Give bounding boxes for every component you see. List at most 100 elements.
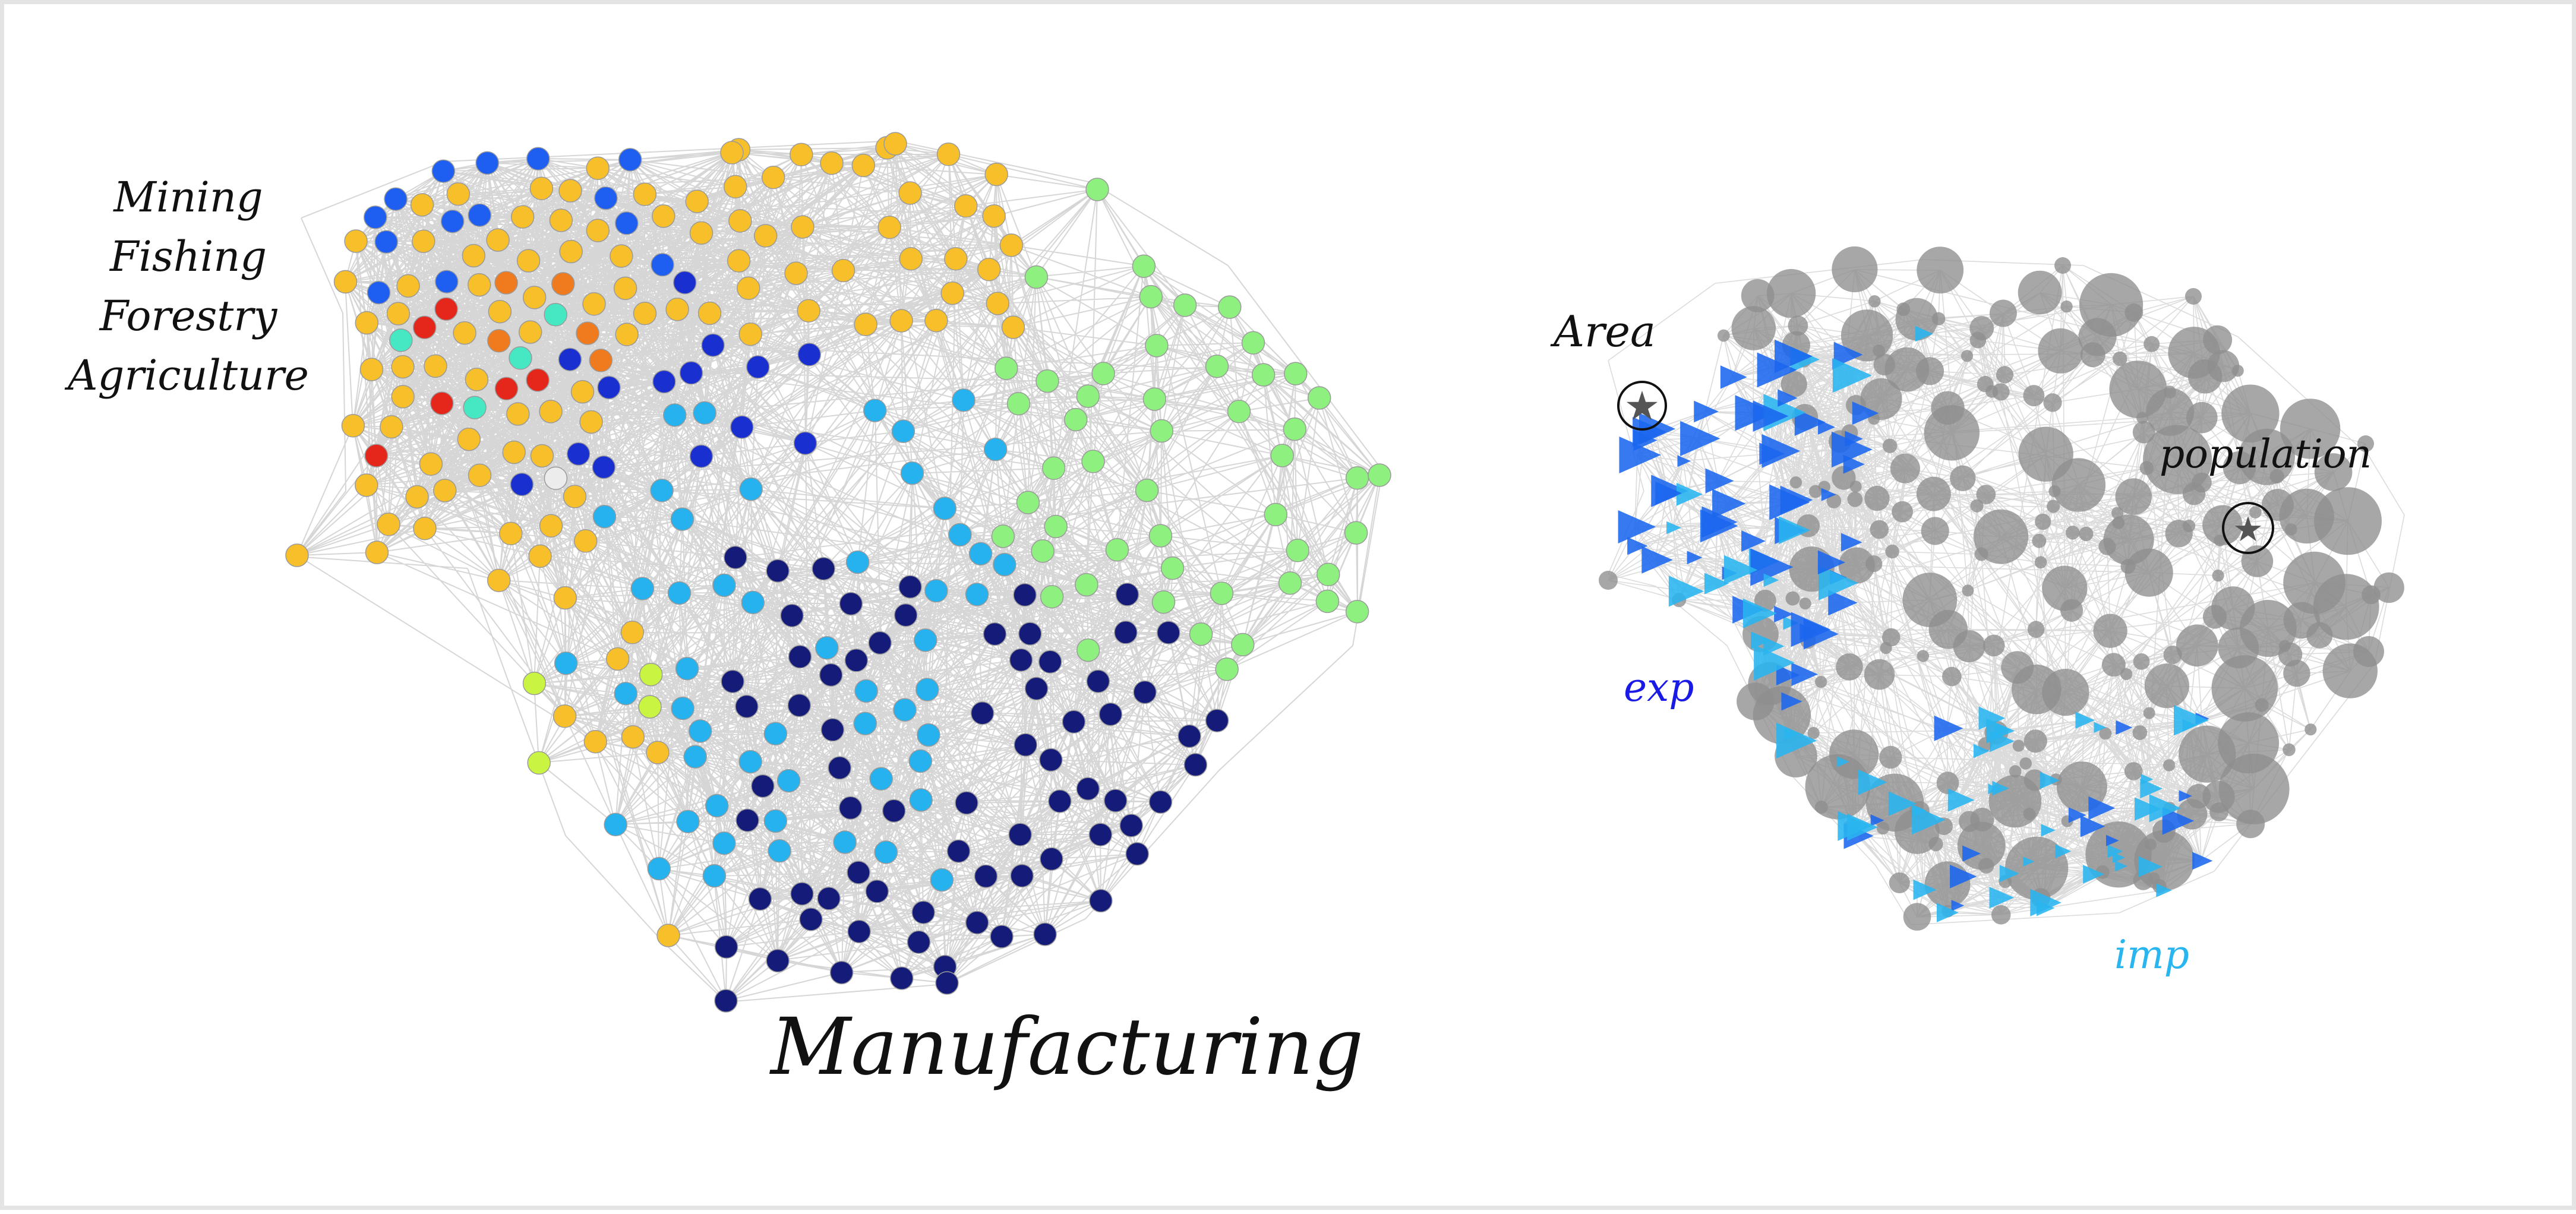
network-node-amber — [924, 308, 948, 333]
population-node — [2051, 458, 2106, 512]
population-node — [1832, 466, 1856, 490]
population-node — [2103, 514, 2154, 565]
network-node-navy — [1088, 823, 1113, 846]
network-node-amber — [936, 143, 961, 166]
exp-triangle-node — [1741, 530, 1766, 552]
population-node — [2079, 273, 2143, 337]
sector-label-mining: Mining — [113, 173, 263, 222]
attribute-network-nodes — [1599, 246, 2404, 931]
industry-network-graph — [285, 132, 1391, 1013]
network-node-sky — [712, 573, 736, 597]
network-node-navy — [799, 908, 823, 931]
network-node-lightgreen — [1091, 362, 1115, 385]
network-node-amber — [854, 312, 877, 336]
network-node-amber — [982, 204, 1006, 228]
network-node-amber — [898, 181, 922, 205]
network-node-amber — [396, 274, 420, 298]
network-node-amber — [530, 444, 554, 468]
network-node-navy — [1177, 724, 1201, 748]
network-node-amber — [355, 311, 379, 335]
network-node-navy — [839, 592, 863, 616]
population-node — [2163, 759, 2176, 772]
population-node — [2018, 270, 2062, 315]
network-node-amber — [877, 215, 901, 239]
network-node-amber — [549, 208, 573, 232]
population-node — [1889, 872, 1910, 893]
population-node — [2176, 624, 2218, 667]
network-node-lime — [638, 695, 662, 719]
population-node — [1599, 571, 1618, 590]
network-node-amber — [433, 479, 457, 502]
exp-triangle-node — [1619, 437, 1661, 473]
network-node-navy — [1038, 650, 1062, 674]
exp-triangle-node — [2068, 807, 2086, 823]
country-attribute-network-graph: ★ ★ — [1599, 246, 2405, 931]
network-node-darkblue — [679, 361, 703, 385]
population-node — [2099, 727, 2112, 740]
network-node-lightgreen — [1085, 178, 1109, 201]
network-node-amber — [689, 221, 714, 245]
exp-triangle-node — [2080, 815, 2105, 837]
exp-triangle-node — [1817, 550, 1846, 575]
network-node-amber — [728, 209, 752, 233]
network-node-sky — [853, 712, 877, 735]
network-node-sky — [693, 401, 716, 425]
network-node-lightgreen — [1189, 622, 1213, 646]
exp-triangle-node — [1852, 401, 1879, 425]
network-node-amber — [582, 292, 606, 316]
population-node — [1989, 299, 2017, 327]
network-node-lime — [639, 662, 663, 687]
network-node-navy — [819, 663, 843, 687]
population-node — [2023, 729, 2047, 753]
network-node-amber — [620, 621, 645, 644]
population-node — [1882, 438, 1898, 453]
population-node — [2043, 393, 2062, 412]
imp-triangle-node — [2135, 797, 2161, 821]
population-node — [2047, 499, 2060, 513]
network-node-navy — [1076, 777, 1100, 801]
population-node — [1880, 642, 1892, 655]
network-node-amber — [344, 229, 368, 253]
network-node-sky — [675, 656, 699, 681]
network-node-amber — [615, 323, 639, 346]
network-node-blue — [618, 148, 642, 172]
network-node-amber — [633, 301, 657, 325]
network-node-sky — [863, 399, 887, 422]
network-node-sky — [604, 813, 627, 837]
network-node-lightgreen — [991, 524, 1015, 548]
network-node-lightgreen — [1270, 444, 1294, 467]
imp-triangle-node — [2149, 794, 2182, 823]
population-node — [1977, 375, 1994, 393]
population-node — [2042, 565, 2088, 611]
network-node-amber — [586, 156, 610, 181]
network-node-navy — [1014, 733, 1038, 757]
population-node — [1781, 371, 1807, 397]
population-node — [2280, 399, 2341, 459]
network-node-amber — [583, 729, 608, 754]
network-node-amber — [412, 229, 435, 253]
network-node-navy — [983, 622, 1007, 646]
population-node — [2362, 585, 2381, 605]
network-node-sky — [650, 479, 674, 502]
population-node — [2012, 664, 2062, 715]
exp-triangle-node — [1828, 589, 1858, 616]
network-node-navy — [847, 919, 871, 944]
population-node — [2211, 586, 2255, 630]
network-node-navy — [817, 887, 841, 910]
population-node — [1962, 584, 1974, 597]
network-node-amber — [529, 176, 554, 201]
population-node — [1799, 597, 1811, 610]
network-node-sky — [914, 628, 937, 652]
network-node-sky — [948, 523, 972, 547]
network-node-amber — [737, 276, 760, 301]
network-node-amber — [610, 244, 633, 268]
network-node-navy — [1148, 790, 1173, 814]
exp-triangle-node — [1655, 481, 1682, 505]
imp-triangle-node — [1818, 565, 1858, 600]
population-node — [1847, 491, 1863, 507]
population-node — [1814, 801, 1828, 814]
network-node-lightgreen — [1284, 362, 1308, 385]
network-node-orange — [551, 272, 575, 296]
network-node-lightgreen — [1145, 334, 1169, 358]
network-node-blue — [364, 206, 387, 229]
